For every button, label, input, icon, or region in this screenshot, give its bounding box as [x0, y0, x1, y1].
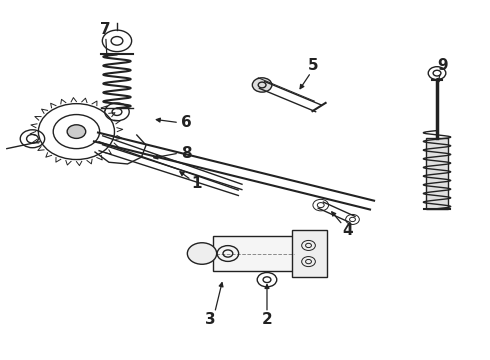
- Text: 3: 3: [205, 312, 216, 327]
- Bar: [426, 138, 448, 209]
- Text: 5: 5: [308, 58, 318, 73]
- Circle shape: [187, 243, 217, 264]
- Text: 1: 1: [191, 176, 201, 191]
- Text: 9: 9: [438, 58, 448, 73]
- Text: 8: 8: [181, 145, 192, 161]
- Circle shape: [67, 125, 86, 138]
- FancyBboxPatch shape: [293, 230, 327, 277]
- Text: 4: 4: [343, 223, 353, 238]
- Circle shape: [252, 78, 272, 92]
- Text: 2: 2: [262, 312, 272, 327]
- FancyBboxPatch shape: [213, 235, 296, 271]
- Text: 6: 6: [181, 115, 192, 130]
- Text: 7: 7: [100, 22, 111, 37]
